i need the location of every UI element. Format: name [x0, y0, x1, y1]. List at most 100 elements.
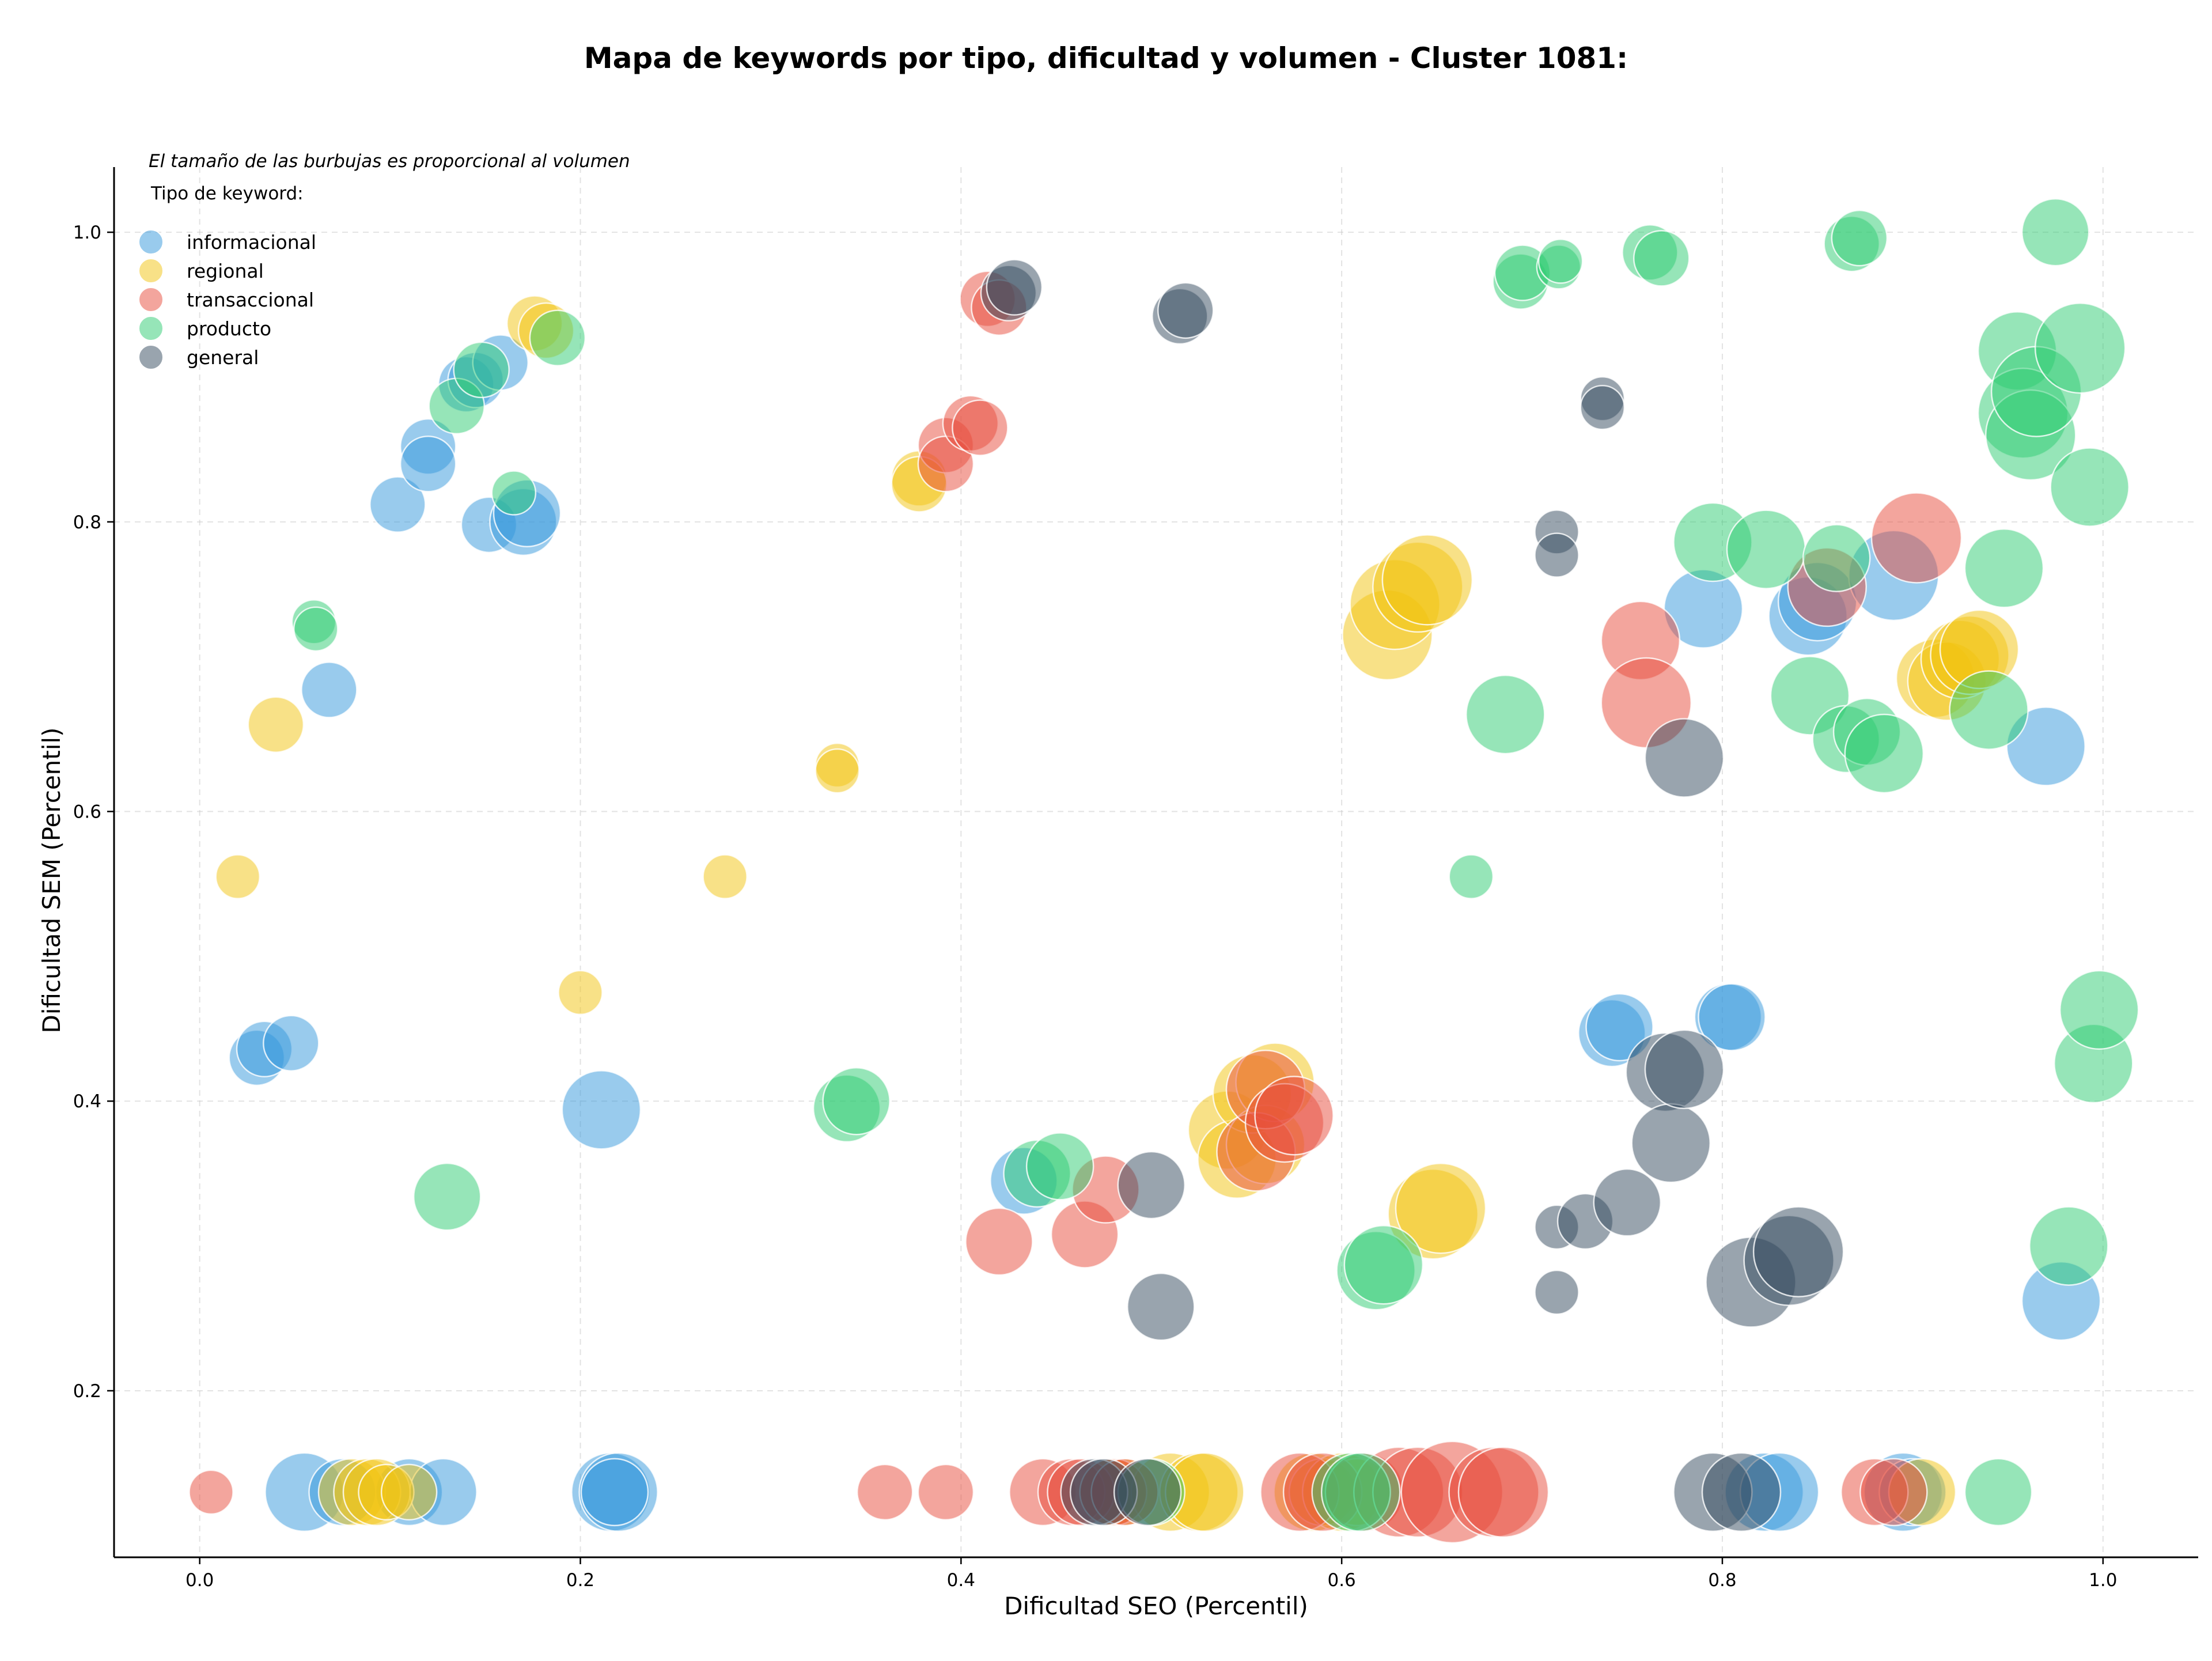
- bubble-general: [1644, 718, 1725, 798]
- bubble-general: [1752, 1206, 1844, 1297]
- bubble-general: [1157, 282, 1214, 339]
- bubble-producto: [2050, 447, 2130, 527]
- bubble-transaccional: [1870, 492, 1963, 584]
- data-points: [188, 198, 2139, 1544]
- bubble-producto: [2034, 302, 2126, 394]
- x-axis-label: Dificultad SEO (Percentil): [1004, 1592, 1308, 1620]
- bubble-general: [1534, 1269, 1580, 1315]
- bubble-producto: [453, 341, 510, 399]
- bubble-producto: [412, 1162, 482, 1231]
- bubble-producto: [2029, 1206, 2109, 1286]
- bubble-general: [1644, 1029, 1725, 1110]
- bubble-general: [1701, 1452, 1782, 1533]
- bubble-producto: [822, 1066, 891, 1136]
- x-tick-label: 0.0: [185, 1570, 214, 1591]
- bubble-producto: [1802, 524, 1871, 592]
- bubble-general: [1593, 1168, 1662, 1237]
- bubble-producto: [1949, 670, 2029, 750]
- bubble-informacional: [1585, 993, 1654, 1062]
- legend-marker-transaccional: [138, 287, 164, 312]
- bubble-regional: [1381, 534, 1474, 626]
- bubble-regional: [215, 854, 261, 899]
- bubble-general: [1117, 1151, 1185, 1220]
- bubble-producto: [1025, 1132, 1094, 1201]
- bubble-informacional: [2006, 706, 2086, 786]
- legend-marker-producto: [138, 316, 164, 341]
- bubble-general: [1580, 384, 1626, 430]
- x-tick-label: 0.6: [1327, 1570, 1355, 1591]
- bubble-transaccional: [856, 1463, 914, 1521]
- axes: 0.0 0.2 0.4 0.6 0.8 1.0 0.2 0.4 0.6 0.8 1.0: [73, 167, 2198, 1591]
- bubble-informacional: [399, 436, 457, 493]
- bubble-informacional: [580, 1458, 649, 1527]
- bubble-general: [1534, 532, 1580, 578]
- bubble-regional: [815, 748, 860, 794]
- bubble-transaccional: [965, 1207, 1033, 1276]
- x-tick-label: 0.8: [1708, 1570, 1736, 1591]
- bubble-informacional: [263, 1015, 320, 1072]
- series-producto: [291, 198, 2139, 1533]
- legend-marker-regional: [138, 258, 164, 283]
- bubble-regional: [702, 854, 748, 899]
- bubble-producto: [1726, 509, 1806, 589]
- bubble-general: [986, 259, 1043, 316]
- legend-marker-informacional: [138, 229, 164, 255]
- bubble-general: [1631, 1103, 1711, 1183]
- y-tick-label: 0.8: [73, 512, 101, 533]
- y-tick-label: 1.0: [73, 222, 101, 243]
- legend-label-producto: producto: [187, 317, 271, 340]
- legend-label-regional: regional: [187, 260, 264, 282]
- legend-title: Tipo de keyword:: [150, 183, 304, 204]
- bubble-transaccional: [1859, 1458, 1928, 1527]
- bubble-producto: [1844, 713, 1925, 794]
- bubble-regional: [558, 970, 603, 1015]
- bubble-producto: [293, 606, 339, 652]
- bubble-producto: [1320, 1452, 1401, 1533]
- series-general: [980, 259, 1844, 1533]
- bubble-transaccional: [1254, 1076, 1334, 1156]
- bubble-producto: [2021, 198, 2090, 267]
- bubble-transaccional: [917, 1463, 975, 1521]
- x-tick-label: 1.0: [2089, 1570, 2117, 1591]
- bubble-regional: [1395, 1162, 1487, 1254]
- size-note: El tamaño de las burbujas es proporciona…: [149, 151, 630, 172]
- legend-label-general: general: [187, 346, 259, 369]
- bubble-regional: [380, 1463, 438, 1521]
- bubble-producto: [1537, 239, 1584, 284]
- x-tick-label: 0.4: [947, 1570, 975, 1591]
- grid: [114, 167, 2198, 1557]
- bubble-informacional: [369, 476, 426, 533]
- bubble-informacional: [561, 1070, 642, 1150]
- bubble-producto: [1448, 854, 1494, 899]
- bubble-producto: [1633, 230, 1690, 287]
- bubble-producto: [1465, 674, 1546, 755]
- bubble-producto: [529, 309, 586, 366]
- bubble-transaccional: [1457, 1446, 1550, 1538]
- bubble-producto: [491, 470, 537, 516]
- bubble-transaccional: [952, 399, 1009, 456]
- bubble-general: [1113, 1458, 1182, 1527]
- legend: Tipo de keyword: informacional regional tr…: [138, 183, 316, 370]
- y-tick-label: 0.4: [73, 1091, 101, 1112]
- bubble-producto: [1964, 1458, 2033, 1527]
- legend-label-informacional: informacional: [187, 231, 316, 253]
- y-axis-label: Dificultad SEM (Percentil): [37, 728, 66, 1034]
- y-tick-label: 0.6: [73, 802, 101, 823]
- bubble-regional: [247, 696, 305, 753]
- bubble-informacional: [1698, 983, 1766, 1051]
- bubble-informacional: [301, 661, 358, 718]
- bubble-general: [1127, 1272, 1195, 1341]
- bubble-producto: [1964, 528, 2044, 608]
- bubble-producto: [1831, 209, 1888, 267]
- chart-title: Mapa de keywords por tipo, dificultad y …: [584, 41, 1628, 75]
- y-tick-label: 0.2: [73, 1381, 101, 1402]
- x-tick-label: 0.2: [566, 1570, 594, 1591]
- bubble-producto: [1343, 1225, 1424, 1305]
- bubble-transaccional: [188, 1469, 234, 1515]
- legend-marker-general: [138, 345, 164, 370]
- bubble-producto: [2059, 970, 2139, 1050]
- series-regional: [215, 295, 2020, 1533]
- legend-label-transaccional: transaccional: [187, 289, 314, 311]
